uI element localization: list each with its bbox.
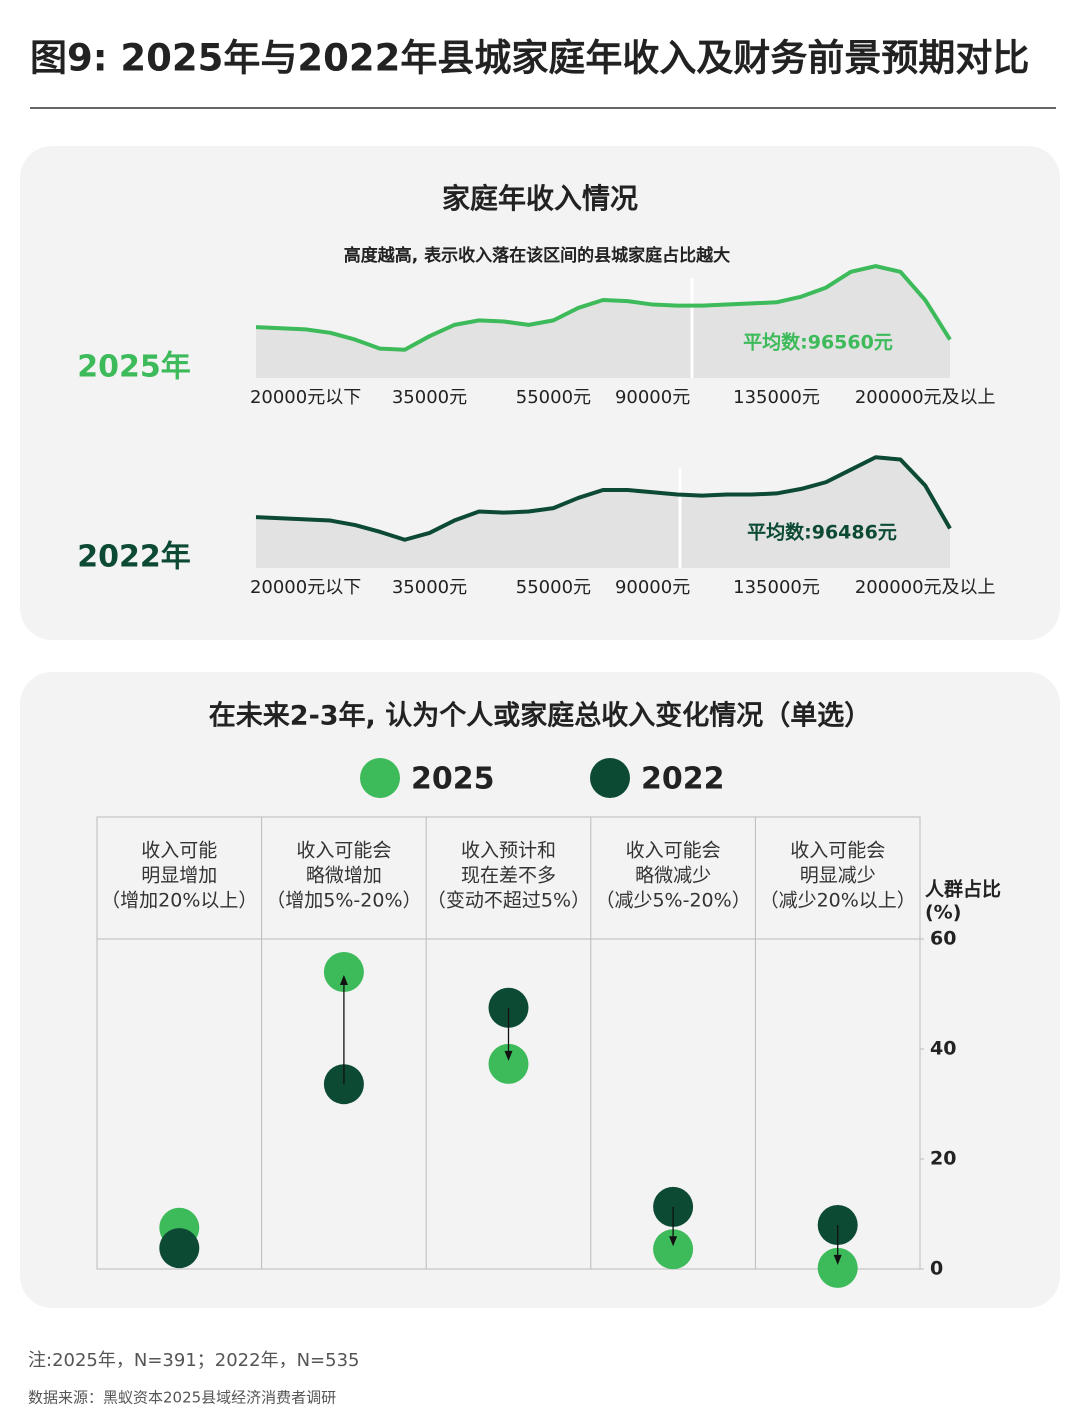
arrow-head xyxy=(833,1254,842,1265)
category-label: 现在差不多 xyxy=(461,865,556,887)
x-tick-label: 55000元 xyxy=(516,387,591,408)
arrow-head xyxy=(669,1236,678,1247)
note: 注:2025年，N=391；2022年，N=535 xyxy=(28,1350,360,1371)
x-tick-label: 55000元 xyxy=(516,577,591,598)
category-label: 收入可能会 xyxy=(296,840,391,862)
arrow-head xyxy=(504,1050,513,1061)
legend-swatch xyxy=(590,758,630,798)
category-label: （增加20%以上） xyxy=(101,890,257,912)
area-fill xyxy=(256,266,950,378)
dot xyxy=(817,1247,858,1288)
legend-label: 2022 xyxy=(641,762,725,797)
legend-label: 2025 xyxy=(411,762,495,797)
x-tick-label: 35000元 xyxy=(392,387,467,408)
series-label: 2025年 xyxy=(77,350,191,385)
series-label: 2022年 xyxy=(77,540,191,575)
category-label: 明显减少 xyxy=(800,865,876,887)
dot xyxy=(323,952,364,992)
category-label: 收入可能 xyxy=(141,840,217,862)
y-tick-label: 20 xyxy=(930,1148,956,1170)
x-tick-label: 200000元及以上 xyxy=(855,577,996,598)
category-label: 收入预计和 xyxy=(461,840,556,862)
y-tick-label: 60 xyxy=(930,928,956,950)
category-label: 略微增加 xyxy=(306,865,382,887)
panel xyxy=(20,672,1060,1308)
x-tick-label: 90000元 xyxy=(615,387,690,408)
x-tick-label: 35000元 xyxy=(392,577,467,598)
x-tick-label: 20000元以下 xyxy=(250,387,361,408)
x-tick-label: 200000元及以上 xyxy=(855,387,996,408)
page-title: 图9: 2025年与2022年县城家庭年收入及财务前景预期对比 xyxy=(30,37,1029,80)
x-tick-label: 90000元 xyxy=(615,577,690,598)
category-label: 收入可能会 xyxy=(626,840,721,862)
x-tick-label: 135000元 xyxy=(733,387,820,408)
y-axis-title: (%) xyxy=(925,902,961,924)
area-line xyxy=(255,264,952,352)
chart-title: 在未来2-3年, 认为个人或家庭总收入变化情况（单选） xyxy=(209,700,871,732)
source: 数据来源：黑蚁资本2025县域经济消费者调研 xyxy=(28,1389,336,1407)
dot xyxy=(488,1043,529,1084)
category-label: 收入可能会 xyxy=(790,840,885,862)
x-tick-label: 135000元 xyxy=(733,577,820,598)
x-tick-label: 20000元以下 xyxy=(250,577,361,598)
dot xyxy=(159,1228,200,1269)
category-label: （增加5%-20%） xyxy=(266,890,421,912)
plot-frame xyxy=(96,816,921,1270)
annotation: 平均数:96486元 xyxy=(747,521,897,544)
y-tick-label: 40 xyxy=(930,1038,956,1060)
area-fill xyxy=(256,457,950,568)
category-label: 明显增加 xyxy=(141,865,217,887)
y-tick-label: 0 xyxy=(930,1258,943,1280)
category-label: （减少20%以上） xyxy=(760,890,916,912)
category-label: 略微减少 xyxy=(635,865,711,887)
legend-swatch xyxy=(360,758,400,798)
category-label: （减少5%-20%） xyxy=(595,890,750,912)
dot xyxy=(653,1229,694,1270)
category-label: （变动不超过5%） xyxy=(427,890,590,912)
panel-title: 家庭年收入情况 xyxy=(442,182,638,215)
arrow-head xyxy=(339,975,348,985)
panel-subtitle: 高度越高, 表示收入落在该区间的县城家庭占比越大 xyxy=(344,245,730,266)
area-line xyxy=(255,455,952,542)
y-axis-title: 人群占比 xyxy=(925,878,1001,901)
annotation: 平均数:96560元 xyxy=(743,331,893,354)
